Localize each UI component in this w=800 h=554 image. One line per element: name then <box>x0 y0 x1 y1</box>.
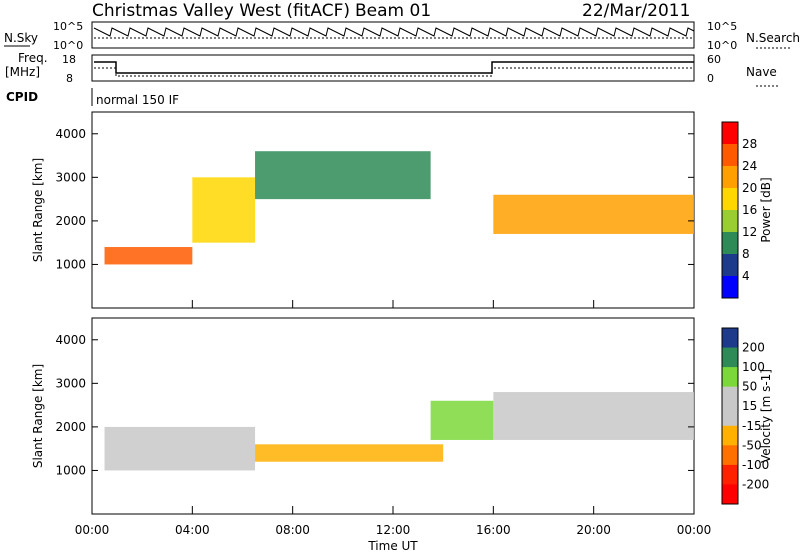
nsearch-label: N.Search <box>746 31 800 45</box>
colorbar-swatch <box>722 188 738 211</box>
colorbar-swatch <box>722 254 738 277</box>
velocity-panel: 1000 2000 3000 4000 Slant Range [km] 200 100… <box>31 317 773 515</box>
colorbar-swatch <box>722 347 738 368</box>
heatmap-feature <box>255 444 444 462</box>
power-ylabel: Slant Range [km] <box>31 158 45 262</box>
colorbar-swatch <box>722 144 738 167</box>
colorbar-tick-label: 15 <box>742 399 757 413</box>
y-tick-label: 2000 <box>55 214 86 228</box>
nsearch-tick-low: 10^0 <box>707 39 737 52</box>
x-tick-label: 00:00 <box>677 523 712 537</box>
y-tick-label: 4000 <box>55 127 86 141</box>
nsky-label: N.Sky <box>4 31 38 45</box>
freq-label: Freq. <box>18 51 48 65</box>
y-tick-label: 2000 <box>55 420 86 434</box>
freq-panel: Freq. [MHz] 18 8 60 0 Nave <box>5 51 780 87</box>
x-tick-label: 00:00 <box>75 523 110 537</box>
power-colorbar-label: Power [dB] <box>759 177 773 242</box>
velocity-colorbar: 200 100 50 15 -15 -50 -100 -200 <box>721 327 769 505</box>
velocity-y-axis: 1000 2000 3000 4000 <box>55 333 694 477</box>
heatmap-feature <box>255 151 431 200</box>
colorbar-swatch <box>722 464 738 485</box>
freq-tick-low: 8 <box>66 72 73 85</box>
power-colorbar: 28 24 20 16 12 8 4 <box>721 121 757 299</box>
colorbar-tick-label: -100 <box>742 458 769 472</box>
site-title: Christmas Valley West (fitACF) <box>92 1 350 21</box>
beam-label: Beam 01 <box>355 1 431 21</box>
heatmap-feature <box>430 400 494 440</box>
colorbar-swatch <box>722 425 738 446</box>
colorbar-tick-label: 50 <box>742 380 757 394</box>
velocity-ylabel: Slant Range [km] <box>31 364 45 468</box>
heatmap-feature <box>493 194 694 234</box>
x-tick-label: 04:00 <box>175 523 210 537</box>
cpid-value: normal 150 IF <box>96 93 179 107</box>
x-tick-label: 20:00 <box>576 523 611 537</box>
colorbar-swatch <box>722 276 738 299</box>
freq-tick-high: 18 <box>62 53 76 66</box>
heatmap-feature <box>104 247 193 265</box>
freq-trace <box>94 61 694 74</box>
cpid-label: CPID <box>6 90 38 104</box>
colorbar-tick-label: 20 <box>742 181 757 195</box>
heatmap-feature <box>192 177 256 243</box>
nsearch-tick-high: 10^5 <box>707 20 737 33</box>
nave-trace <box>94 67 694 77</box>
power-heatmap <box>104 151 694 265</box>
colorbar-swatch <box>722 367 738 388</box>
colorbar-tick-label: 24 <box>742 159 757 173</box>
y-tick-label: 3000 <box>55 170 86 184</box>
nsky-tick-low: 10^0 <box>53 39 83 52</box>
power-y-axis: 1000 2000 3000 4000 <box>55 127 694 271</box>
nsky-tick-high: 10^5 <box>53 20 83 33</box>
noise-panel: N.Sky 10^5 10^0 N.Search 10^5 10^0 <box>4 20 800 52</box>
nave-label: Nave <box>746 65 777 79</box>
y-tick-label: 1000 <box>55 463 86 477</box>
heatmap-feature <box>104 426 256 471</box>
velocity-colorbar-label: Velocity [m s-1] <box>759 369 773 463</box>
y-tick-label: 4000 <box>55 333 86 347</box>
colorbar-tick-label: 16 <box>742 203 757 217</box>
date-label: 22/Mar/2011 <box>582 1 690 21</box>
nsky-trace <box>93 27 695 37</box>
colorbar-swatch <box>722 210 738 233</box>
x-tick-label: 12:00 <box>376 523 411 537</box>
colorbar-swatch <box>722 484 738 505</box>
colorbar-swatch <box>722 328 738 349</box>
x-tick-label: 08:00 <box>275 523 310 537</box>
colorbar-tick-label: 100 <box>742 360 765 374</box>
colorbar-swatch <box>722 406 738 427</box>
nsky-line <box>93 27 695 37</box>
x-tick-label: 16:00 <box>476 523 511 537</box>
colorbar-swatch <box>722 445 738 466</box>
nave-tick-low: 0 <box>707 72 714 85</box>
freq-unit-label: [MHz] <box>5 65 40 79</box>
colorbar-tick-label: 8 <box>742 247 750 261</box>
colorbar-tick-label: 4 <box>742 269 750 283</box>
heatmap-feature <box>493 392 694 440</box>
y-tick-label: 3000 <box>55 376 86 390</box>
colorbar-swatch <box>722 122 738 145</box>
time-axis: 00:00 04:00 08:00 12:00 16:00 20:00 00:00 <box>75 300 712 537</box>
xaxis-label: Time UT <box>367 539 418 553</box>
colorbar-tick-label: 12 <box>742 225 757 239</box>
colorbar-tick-label: 200 <box>742 341 765 355</box>
y-tick-label: 1000 <box>55 257 86 271</box>
colorbar-swatch <box>722 166 738 189</box>
colorbar-swatch <box>722 386 738 407</box>
colorbar-tick-label: 28 <box>742 137 757 151</box>
velocity-heatmap <box>104 392 694 471</box>
nave-tick-high: 60 <box>707 53 721 66</box>
colorbar-tick-label: -50 <box>742 438 762 452</box>
colorbar-tick-label: -200 <box>742 477 769 491</box>
colorbar-swatch <box>722 232 738 255</box>
power-panel: 1000 2000 3000 4000 Slant Range [km] 28 24 20… <box>31 111 773 309</box>
colorbar-tick-label: -15 <box>742 419 762 433</box>
